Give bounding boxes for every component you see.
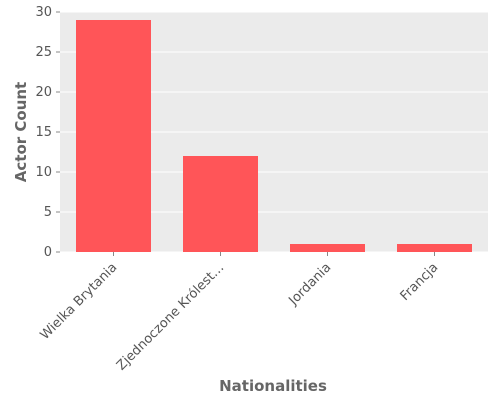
x-axis-title: Nationalities <box>219 377 327 395</box>
x-tick-label: Francja <box>398 260 442 304</box>
y-axis-ticks: 0 5 10 15 20 25 30 <box>35 5 60 260</box>
x-tick-label: Wielka Brytania <box>38 260 121 343</box>
x-tick-label: Jordania <box>286 260 335 309</box>
x-tick-label: Zjednoczone Królest… <box>114 260 227 373</box>
bar <box>183 156 258 252</box>
y-tick-label: 25 <box>35 45 52 60</box>
bar <box>76 20 151 252</box>
y-tick-label: 0 <box>44 245 52 260</box>
bar <box>290 244 365 252</box>
y-axis-title: Actor Count <box>12 82 30 182</box>
bar <box>397 244 472 252</box>
y-tick-label: 20 <box>35 85 52 100</box>
y-tick-label: 10 <box>35 165 52 180</box>
y-tick-label: 15 <box>35 125 52 140</box>
y-tick-label: 5 <box>44 205 52 220</box>
bars <box>76 20 472 252</box>
y-tick-label: 30 <box>35 5 52 20</box>
